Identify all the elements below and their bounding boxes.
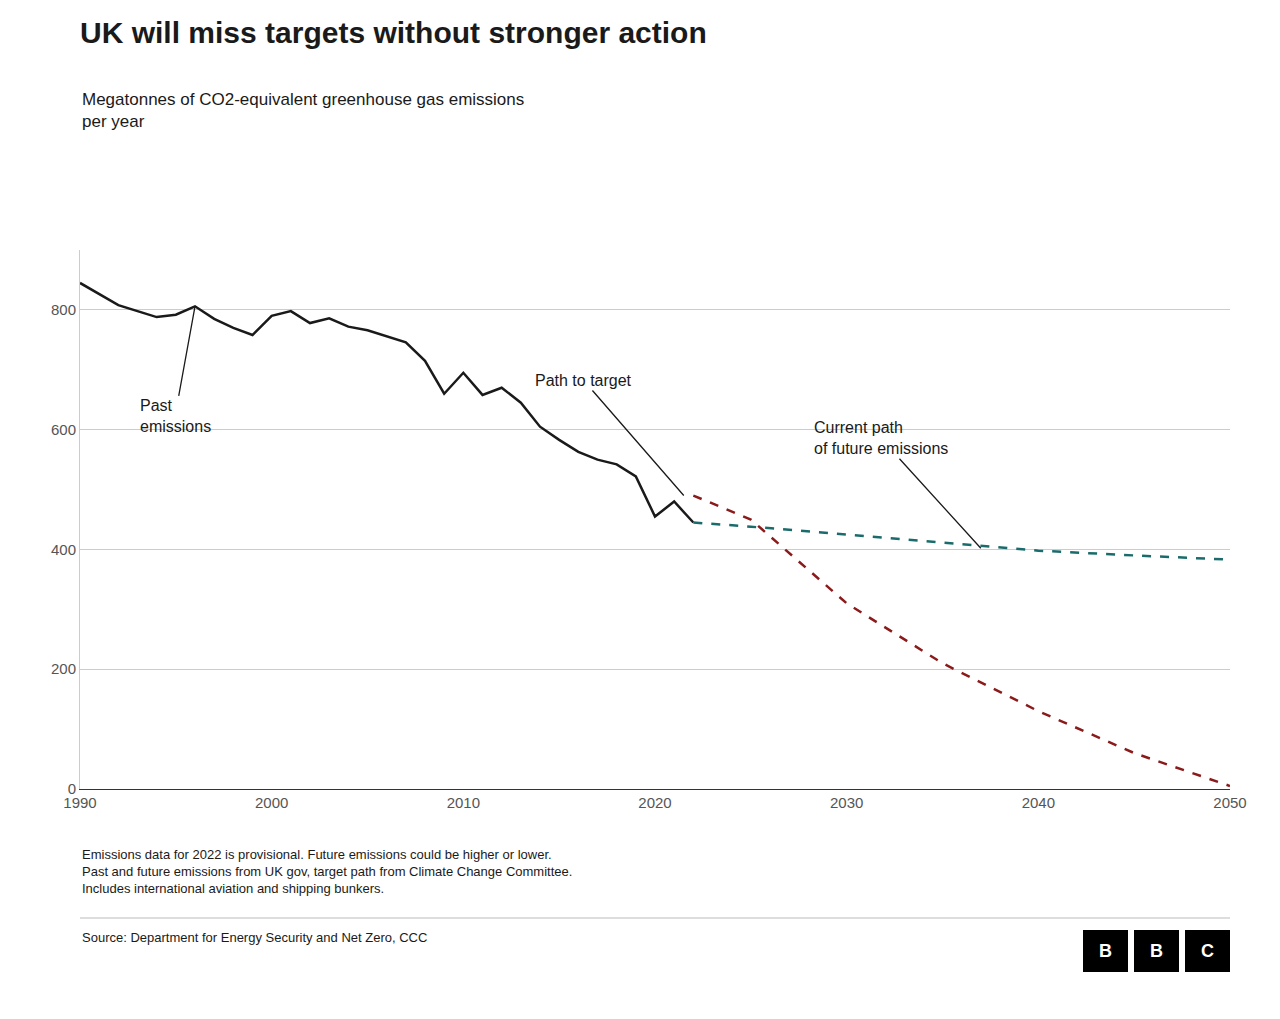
svg-text:800: 800 (51, 301, 76, 318)
svg-text:B: B (1099, 941, 1112, 961)
svg-text:Megatonnes of CO2-equivalent g: Megatonnes of CO2-equivalent greenhouse … (82, 90, 524, 131)
svg-text:400: 400 (51, 541, 76, 558)
svg-text:2000: 2000 (255, 794, 288, 811)
svg-text:Path to target: Path to target (535, 372, 632, 389)
svg-text:C: C (1201, 941, 1214, 961)
svg-text:2040: 2040 (1022, 794, 1055, 811)
svg-text:Current pathof future emission: Current pathof future emissions (814, 419, 948, 457)
svg-text:2050: 2050 (1213, 794, 1246, 811)
svg-text:200: 200 (51, 660, 76, 677)
svg-text:1990: 1990 (63, 794, 96, 811)
svg-text:UK will miss targets without s: UK will miss targets without stronger ac… (80, 16, 707, 49)
svg-text:0: 0 (68, 780, 76, 797)
svg-text:2010: 2010 (447, 794, 480, 811)
svg-text:Pastemissions: Pastemissions (140, 397, 211, 435)
svg-text:2020: 2020 (638, 794, 671, 811)
svg-text:Source: Department for Energy: Source: Department for Energy Security a… (82, 930, 427, 945)
svg-text:600: 600 (51, 421, 76, 438)
svg-text:B: B (1150, 941, 1163, 961)
svg-text:2030: 2030 (830, 794, 863, 811)
svg-text:Emissions data for 2022 is pro: Emissions data for 2022 is provisional. … (82, 847, 572, 896)
